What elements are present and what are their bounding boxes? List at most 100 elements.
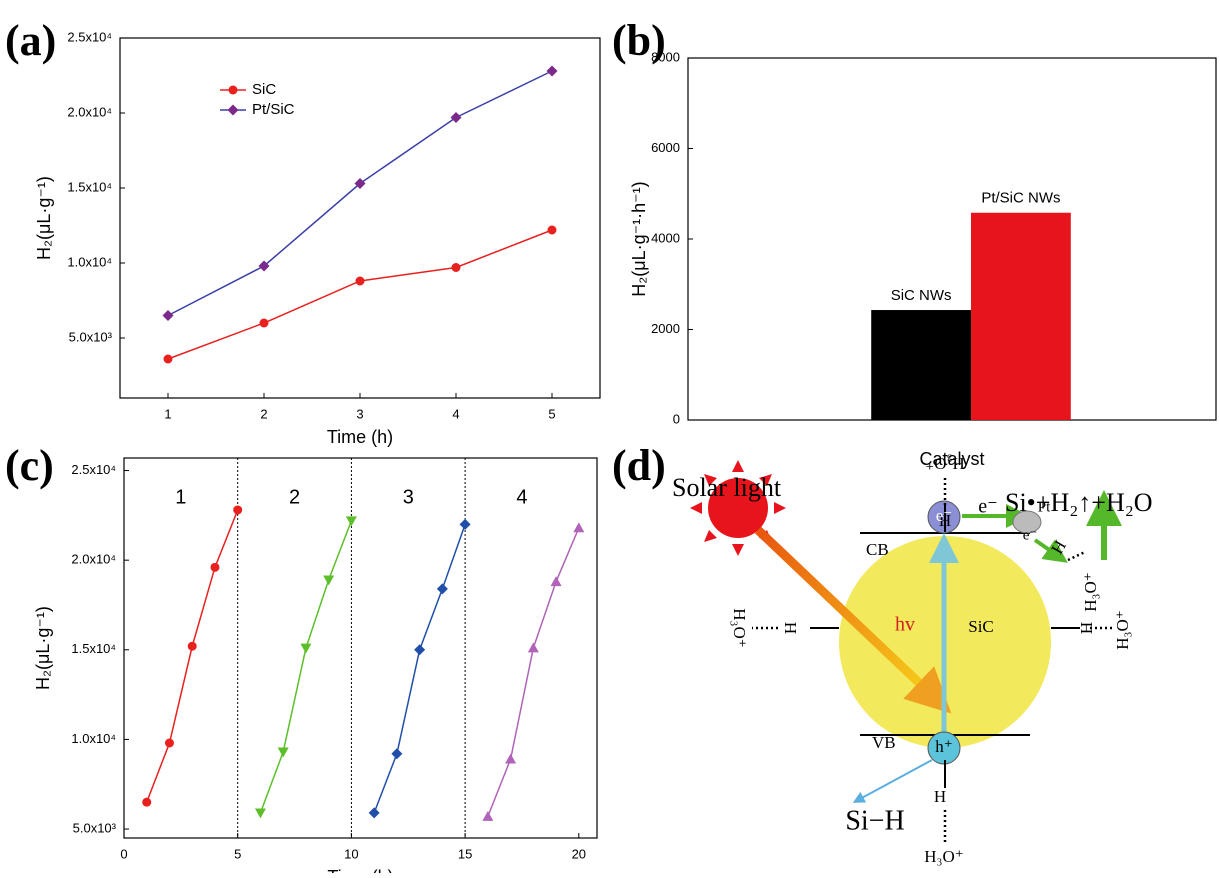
point — [451, 263, 461, 272]
y-tick-label: 8000 — [651, 49, 680, 64]
diagram-text: CB — [866, 540, 889, 559]
diagram-text: H — [781, 622, 800, 634]
diagram-text: Si•+H₂↑+H₂O — [1005, 488, 1153, 517]
series-line — [146, 509, 239, 803]
point — [300, 643, 312, 654]
si-h-arrow — [852, 759, 933, 803]
y-tick-label: 5.0x10³ — [73, 820, 117, 835]
y-axis-label: H₂(μL·g⁻¹) — [34, 176, 54, 260]
point — [163, 354, 173, 364]
y-tick-label: 2.0x10⁴ — [67, 104, 112, 119]
point — [323, 575, 335, 586]
diagram-text: e⁻ — [978, 496, 997, 518]
point — [345, 516, 357, 527]
series-line — [167, 229, 553, 360]
legend-label: Pt/SiC — [252, 101, 295, 118]
diagram-text: H₃O⁺ — [924, 847, 963, 866]
x-axis-label: Catalyst — [919, 449, 984, 469]
y-tick-label: 6000 — [651, 140, 680, 155]
diagram-text: e⁻ — [936, 506, 953, 525]
pt-particle — [1012, 510, 1042, 534]
point — [450, 112, 462, 123]
sun — [690, 460, 786, 556]
diagram-text: H₃O⁺ — [730, 608, 749, 647]
point — [414, 644, 426, 656]
point — [164, 738, 174, 748]
y-tick-label: 1.0x10⁴ — [71, 731, 116, 746]
point — [258, 260, 270, 272]
panel-label: (c) — [5, 441, 54, 490]
x-tick-label: 5 — [548, 406, 555, 421]
diagram-text: h⁺ — [935, 737, 952, 756]
legend-marker — [227, 104, 239, 116]
point — [210, 562, 220, 572]
bonds — [810, 505, 1080, 788]
point — [547, 225, 557, 235]
diagram-text: Solar light — [672, 473, 782, 502]
run-label: 4 — [516, 486, 527, 508]
series-line — [487, 527, 580, 817]
series-line — [259, 520, 353, 814]
diagram-text: H₃O⁺ — [1113, 610, 1132, 649]
point — [162, 310, 174, 321]
diagram-shapes — [690, 460, 1122, 845]
y-tick-label: 2.5x10⁴ — [67, 29, 112, 44]
run-label: 1 — [175, 486, 186, 508]
point — [233, 505, 243, 515]
x-axis-label: Time (h) — [327, 867, 393, 873]
point — [254, 808, 266, 819]
point — [368, 807, 380, 819]
x-tick-label: 5 — [234, 846, 241, 861]
y-axis-label: H₂(μL·g⁻¹) — [33, 606, 53, 690]
y-tick-label: 2.0x10⁴ — [71, 552, 116, 567]
diagram-text: H₃O⁺ — [925, 454, 964, 473]
x-tick-label: 4 — [452, 406, 459, 421]
point — [459, 518, 471, 530]
panel-label: (b) — [612, 16, 666, 65]
run-label: 3 — [403, 486, 414, 508]
point — [436, 583, 448, 595]
diagram-text: H — [934, 787, 946, 806]
diagram-text: H — [1047, 537, 1070, 557]
panel-label: (d) — [612, 441, 666, 490]
series-line — [373, 524, 466, 814]
point — [573, 522, 585, 533]
light-beam — [754, 526, 952, 714]
y-tick-label: 5.0x10³ — [69, 329, 113, 344]
plot-frame — [119, 37, 601, 399]
point — [482, 810, 494, 821]
panel-label: (a) — [5, 16, 56, 65]
h-bonds — [752, 478, 1112, 845]
point — [546, 65, 558, 77]
point — [391, 748, 403, 760]
point — [277, 747, 289, 758]
x-tick-label: 10 — [344, 846, 358, 861]
y-tick-label: 2.5x10⁴ — [71, 462, 116, 477]
diagram-text: H — [939, 511, 951, 530]
point — [354, 178, 366, 189]
y-tick-label: 2000 — [651, 321, 680, 336]
diagram-text: e⁻ — [1023, 527, 1038, 543]
y-tick-label: 1.0x10⁴ — [67, 254, 112, 269]
point — [259, 318, 269, 328]
y-axis-label: H₂(μL·g⁻¹·h⁻¹) — [629, 181, 649, 296]
y-tick-label: 1.5x10⁴ — [67, 179, 112, 194]
diagram-text: H₃O⁺ — [1081, 572, 1100, 611]
y-tick-label: 4000 — [651, 230, 680, 245]
diagram-text: H — [1077, 622, 1096, 634]
legend-label: SiC — [252, 81, 276, 98]
x-axis-label: Time (h) — [327, 427, 393, 447]
point — [187, 641, 197, 651]
x-tick-label: 3 — [356, 406, 363, 421]
legend-marker — [228, 85, 238, 95]
bar-label: SiC NWs — [891, 287, 952, 304]
h-arrow — [1033, 538, 1068, 563]
point — [505, 753, 517, 764]
bar-label: Pt/SiC NWs — [981, 190, 1060, 207]
y-tick-label: 1.5x10⁴ — [71, 641, 116, 656]
point — [550, 576, 562, 587]
x-tick-label: 0 — [120, 846, 127, 861]
plot-frame — [123, 457, 598, 839]
x-tick-label: 1 — [164, 406, 171, 421]
